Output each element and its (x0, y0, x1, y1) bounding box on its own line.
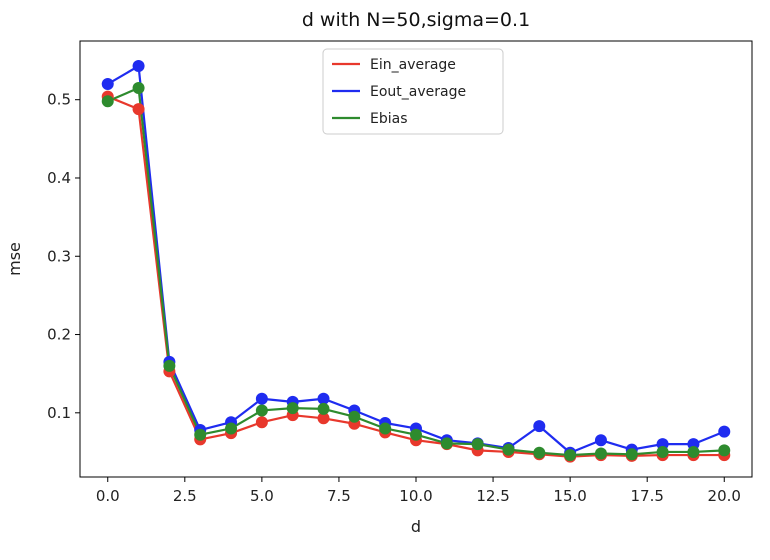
data-point-ebias (225, 422, 237, 434)
x-tick-label: 20.0 (708, 487, 741, 505)
x-tick-label: 2.5 (173, 487, 197, 505)
legend-label: Ebias (370, 111, 408, 127)
x-tick-label: 0.0 (96, 487, 120, 505)
data-point-ebias (564, 449, 576, 461)
data-point-ebias (718, 444, 730, 456)
data-point-ebias (256, 404, 268, 416)
y-tick-label: 0.3 (47, 247, 71, 265)
data-point-ebias (687, 446, 699, 458)
y-axis-title: mse (5, 242, 24, 276)
data-point-ebias (410, 429, 422, 441)
data-point-ebias (318, 403, 330, 415)
series-line-ein-average (108, 97, 725, 457)
data-point-eout-average (102, 78, 114, 90)
y-tick-label: 0.4 (47, 169, 71, 187)
data-point-ebias (102, 95, 114, 107)
x-tick-label: 17.5 (630, 487, 663, 505)
data-point-ebias (472, 438, 484, 450)
chart-title: d with N=50,sigma=0.1 (302, 9, 530, 31)
data-point-ebias (133, 82, 145, 94)
y-tick-label: 0.2 (47, 326, 71, 344)
data-point-ebias (194, 429, 206, 441)
data-point-eout-average (133, 60, 145, 72)
series-line-ebias (108, 88, 725, 455)
data-point-eout-average (595, 434, 607, 446)
data-point-ebias (502, 444, 514, 456)
x-tick-label: 5.0 (250, 487, 274, 505)
data-point-ebias (163, 360, 175, 372)
data-point-eout-average (533, 420, 545, 432)
data-point-eout-average (718, 426, 730, 438)
data-point-ebias (348, 411, 360, 423)
legend-label: Eout_average (370, 84, 466, 100)
legend-label: Ein_average (370, 57, 456, 73)
y-tick-label: 0.5 (47, 91, 71, 109)
x-tick-label: 12.5 (476, 487, 509, 505)
data-point-ebias (287, 402, 299, 414)
y-tick-label: 0.1 (47, 404, 71, 422)
legend: Ein_average Eout_average Ebias (323, 49, 503, 134)
data-point-ein-average (133, 103, 145, 115)
x-tick-label: 10.0 (399, 487, 432, 505)
x-tick-label: 7.5 (327, 487, 351, 505)
data-point-ebias (379, 422, 391, 434)
data-point-eout-average (256, 393, 268, 405)
data-point-ein-average (256, 416, 268, 428)
x-tick-label: 15.0 (553, 487, 586, 505)
data-point-ebias (595, 448, 607, 460)
data-point-ebias (441, 437, 453, 449)
x-axis-title: d (411, 517, 421, 536)
data-point-ebias (626, 448, 638, 460)
data-point-ebias (533, 447, 545, 459)
data-point-ebias (657, 446, 669, 458)
